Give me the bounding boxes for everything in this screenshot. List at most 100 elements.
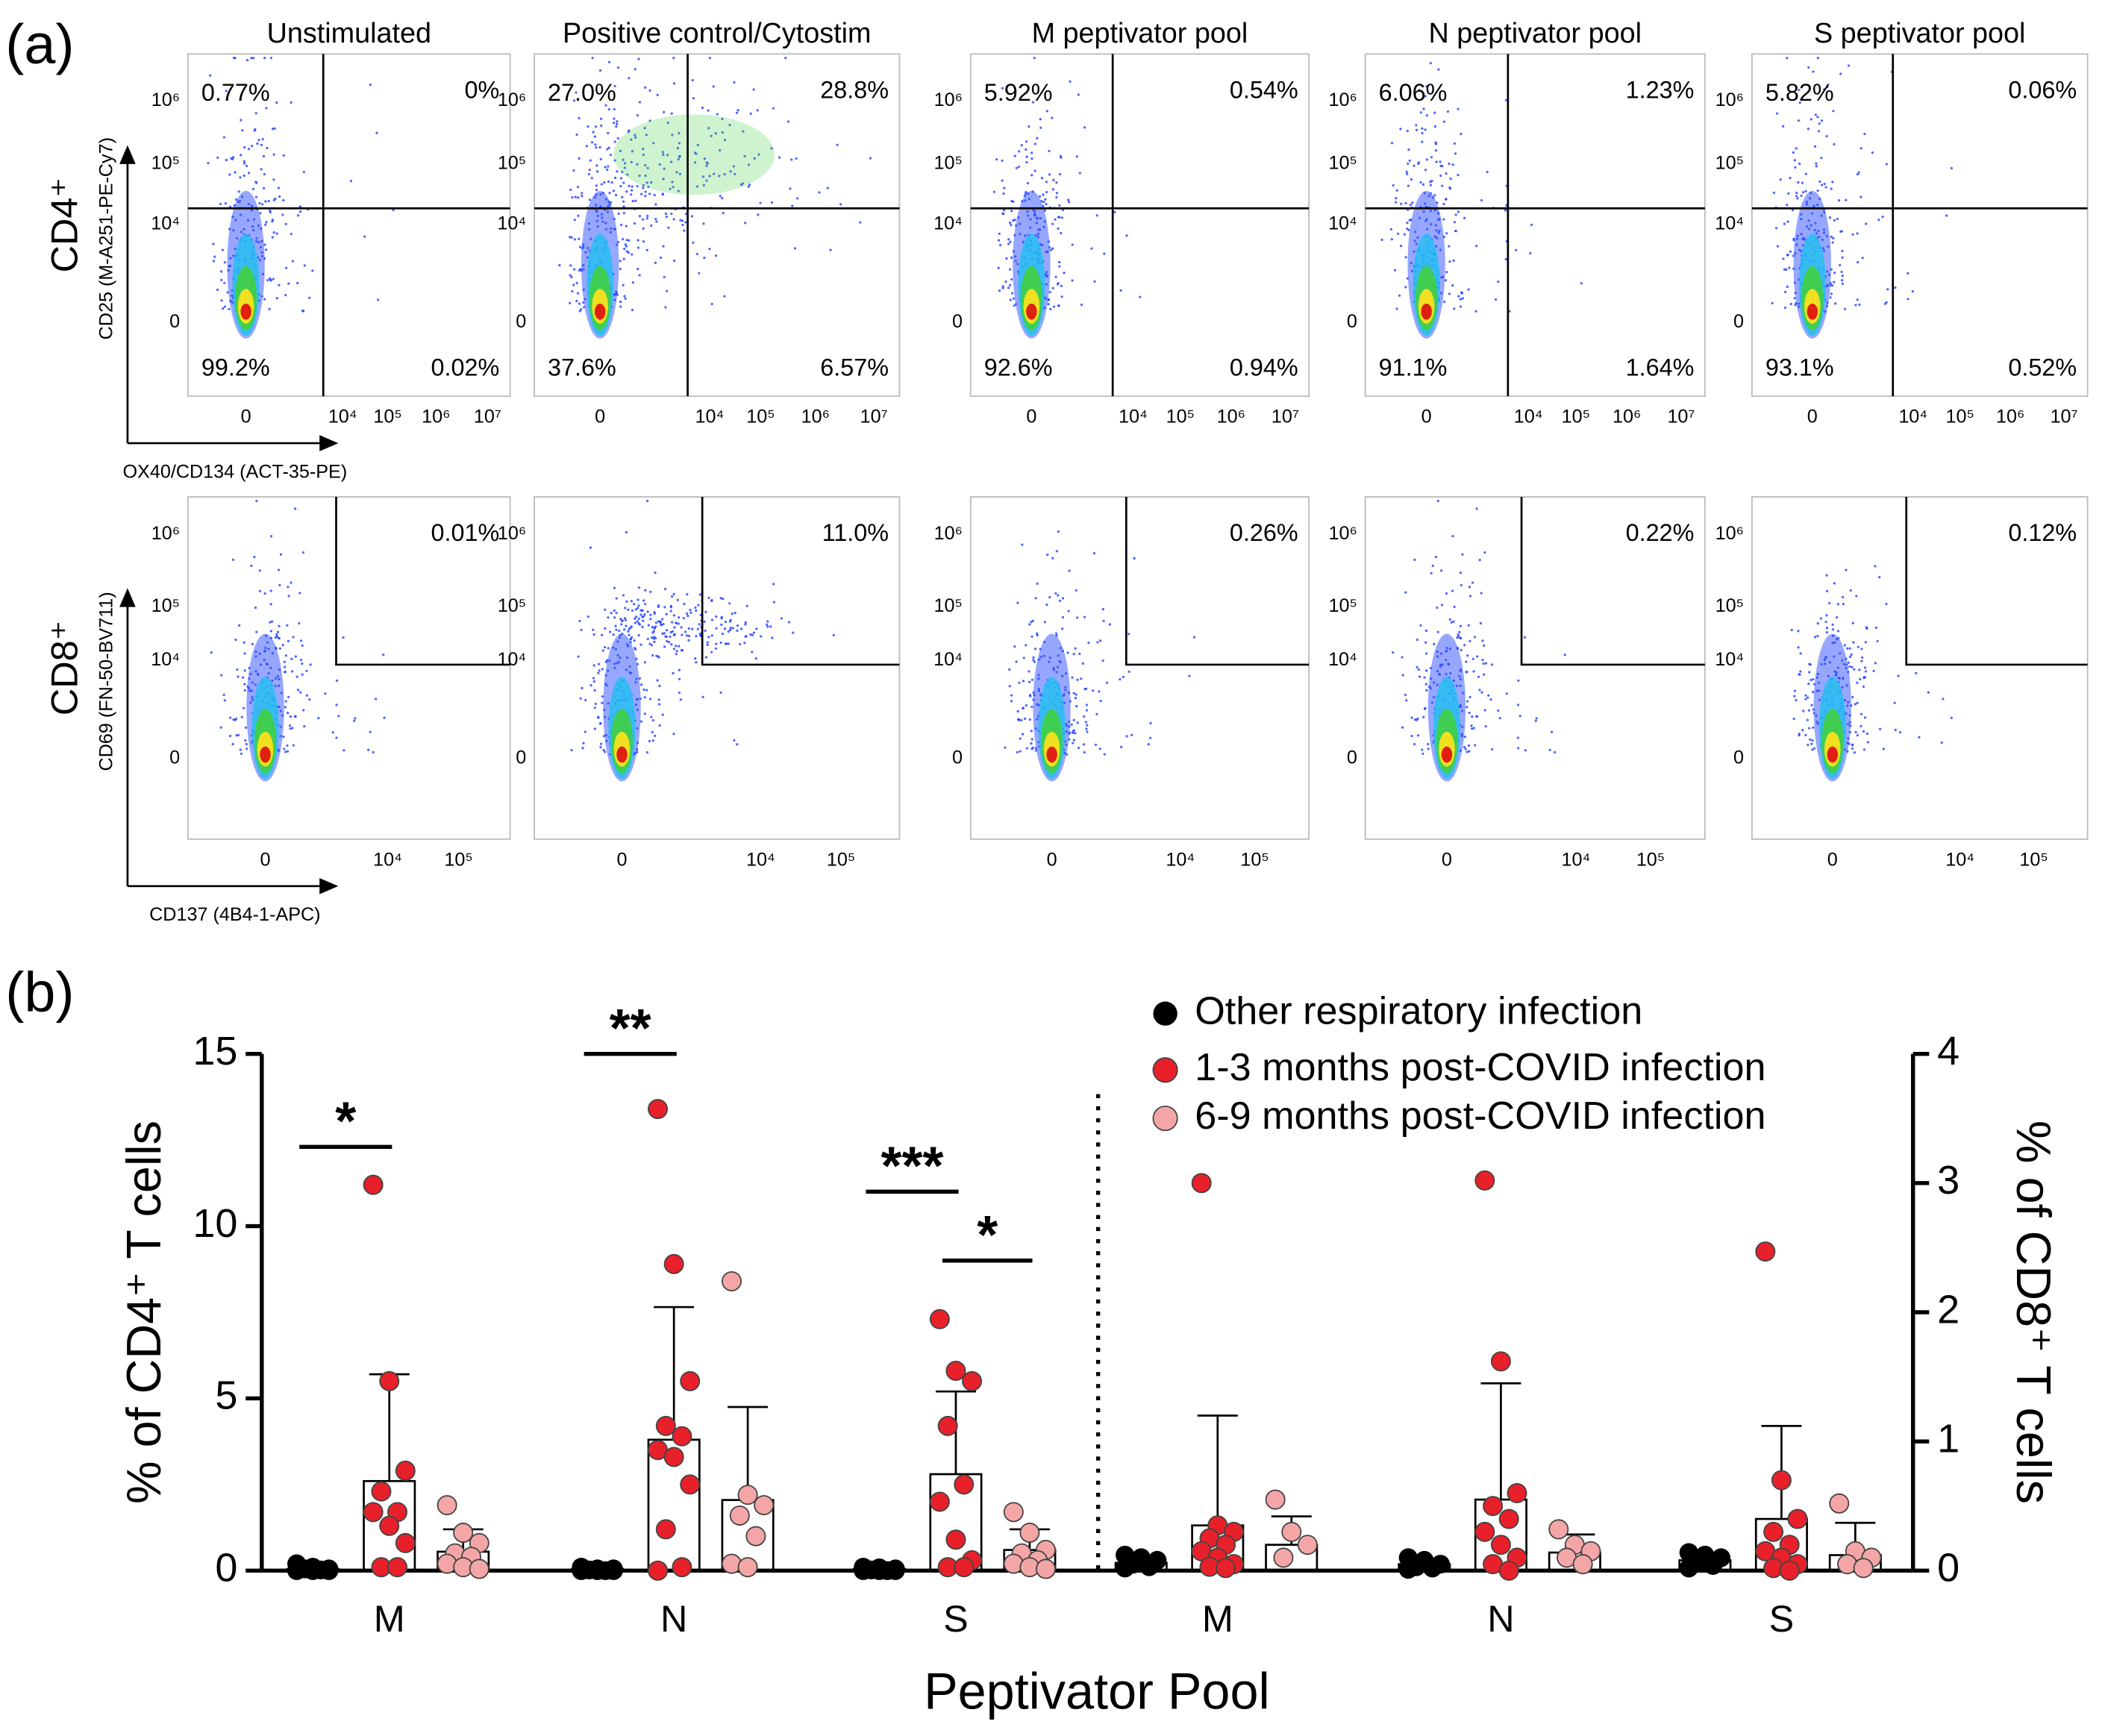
event-dot — [704, 656, 708, 659]
event-dot — [592, 131, 595, 134]
event-dot — [578, 619, 581, 623]
event-dot — [1831, 623, 1834, 626]
event-dot — [1779, 178, 1782, 181]
event-dot — [1454, 152, 1457, 155]
event-dot — [997, 266, 1000, 269]
event-dot — [1886, 288, 1889, 291]
event-dot — [729, 627, 732, 630]
event-dot — [219, 270, 223, 273]
event-dot — [302, 171, 305, 174]
event-dot — [636, 607, 639, 610]
event-dot — [702, 222, 705, 225]
event-dot — [765, 623, 769, 626]
event-dot — [1076, 721, 1079, 724]
event-dot — [285, 266, 288, 269]
event-dot — [622, 158, 625, 161]
event-dot — [1862, 748, 1866, 751]
event-dot — [614, 624, 617, 627]
y-axis-label: % of CD4⁺ T cells — [116, 1121, 171, 1504]
event-dot — [1188, 674, 1191, 677]
data-point — [648, 1099, 669, 1120]
event-dot — [250, 564, 253, 567]
event-dot — [1147, 742, 1150, 746]
event-dot — [1484, 662, 1488, 665]
y-tick-label: 10⁶ — [1329, 90, 1357, 110]
y-tick-label: 10⁵ — [1715, 153, 1744, 174]
event-dot — [795, 157, 798, 160]
event-dot — [1782, 257, 1785, 260]
event-dot — [1852, 641, 1855, 644]
event-dot — [1010, 278, 1013, 281]
event-dot — [575, 281, 578, 285]
event-dot — [683, 602, 686, 606]
y-tick-label: 10⁴ — [151, 213, 180, 234]
event-dot — [1799, 670, 1802, 673]
event-dot — [1458, 630, 1461, 633]
event-dot — [665, 629, 669, 632]
data-point — [672, 1557, 692, 1578]
legend-label: Other respiratory infection — [1195, 989, 1642, 1032]
event-dot — [1786, 57, 1789, 60]
event-dot — [212, 242, 215, 245]
event-dot — [704, 610, 707, 613]
event-dot — [1424, 128, 1427, 131]
event-dot — [1786, 204, 1789, 207]
event-dot — [662, 178, 665, 181]
event-dot — [621, 195, 624, 199]
event-dot — [1453, 142, 1456, 145]
event-dot — [723, 173, 726, 176]
event-dot — [1802, 709, 1805, 712]
event-dot — [594, 143, 597, 146]
event-dot — [231, 156, 235, 159]
event-dot — [672, 614, 675, 617]
legend-label: 6-9 months post-COVID infection — [1195, 1094, 1765, 1138]
event-dot — [1842, 595, 1845, 598]
event-dot — [1857, 645, 1860, 648]
event-dot — [585, 145, 589, 148]
event-dot — [1840, 278, 1844, 282]
event-dot — [377, 298, 380, 301]
event-dot — [604, 627, 607, 630]
event-dot — [678, 692, 681, 695]
event-dot — [1535, 717, 1538, 720]
event-dot — [1459, 571, 1463, 574]
event-dot — [832, 633, 835, 637]
event-dot — [240, 752, 243, 755]
event-dot — [324, 692, 327, 695]
event-dot — [1032, 656, 1035, 659]
event-dot — [1825, 574, 1828, 577]
event-dot — [1096, 641, 1099, 644]
event-dot — [1856, 232, 1859, 235]
x-tick-label: 0 — [260, 849, 271, 870]
event-dot — [1049, 307, 1052, 310]
event-dot — [287, 595, 290, 598]
event-dot — [263, 172, 266, 176]
arrow-head — [319, 435, 339, 451]
event-dot — [1881, 216, 1884, 219]
data-point — [1483, 1496, 1504, 1517]
event-dot — [710, 134, 713, 137]
event-dot — [226, 291, 229, 294]
event-dot — [1043, 621, 1047, 624]
event-dot — [1030, 738, 1033, 741]
event-dot — [1040, 177, 1044, 180]
event-dot — [242, 706, 245, 709]
event-dot — [1044, 198, 1047, 201]
event-dot — [630, 600, 634, 603]
x-tick-label: 10⁵ — [1562, 407, 1590, 427]
event-dot — [375, 131, 378, 134]
event-dot — [1072, 692, 1075, 695]
event-dot — [1468, 712, 1471, 715]
event-dot — [1028, 623, 1031, 626]
event-dot — [639, 609, 642, 612]
event-dot — [604, 608, 607, 611]
event-dot — [1831, 181, 1834, 184]
event-dot — [1030, 730, 1033, 733]
event-dot — [1028, 694, 1032, 697]
event-dot — [710, 302, 713, 306]
event-dot — [1392, 651, 1395, 654]
quadrant-percent: 0.22% — [1626, 519, 1695, 546]
event-dot — [1790, 628, 1793, 632]
event-dot — [1028, 680, 1031, 683]
event-dot — [613, 586, 616, 589]
